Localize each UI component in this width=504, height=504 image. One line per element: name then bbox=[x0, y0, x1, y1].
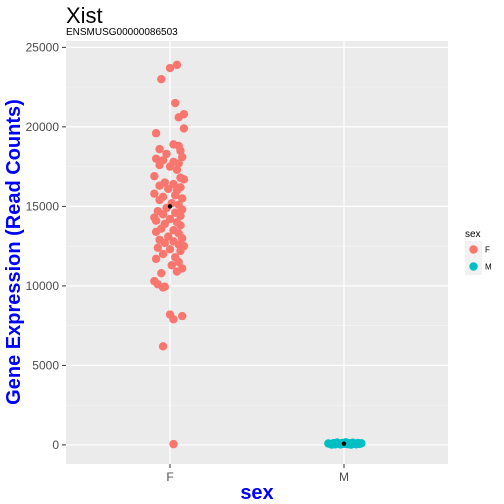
data-point bbox=[160, 238, 169, 248]
data-point bbox=[176, 211, 185, 221]
data-point bbox=[155, 144, 164, 154]
data-point bbox=[179, 175, 189, 184]
data-point bbox=[177, 311, 187, 321]
y-tick-label: 5000 bbox=[32, 358, 59, 372]
data-point bbox=[324, 439, 333, 448]
data-point bbox=[172, 267, 182, 276]
data-point bbox=[158, 342, 168, 351]
data-point bbox=[151, 216, 161, 225]
mean-markers bbox=[167, 204, 347, 446]
legend-title: sex bbox=[465, 229, 481, 240]
x-axis-title: sex bbox=[240, 482, 273, 504]
data-points bbox=[150, 60, 366, 449]
data-point bbox=[177, 233, 187, 243]
data-point bbox=[172, 165, 182, 175]
data-point bbox=[151, 227, 161, 237]
data-point bbox=[158, 210, 168, 219]
legend-swatch bbox=[469, 245, 478, 254]
data-point bbox=[165, 245, 175, 254]
data-point bbox=[357, 439, 366, 448]
legend: sex FM bbox=[465, 229, 492, 275]
mean-point bbox=[341, 441, 347, 446]
data-point bbox=[179, 124, 189, 133]
data-point bbox=[151, 254, 161, 264]
grid-lines bbox=[66, 41, 448, 464]
x-tick-label: M bbox=[339, 470, 349, 484]
data-point bbox=[157, 268, 166, 278]
data-point bbox=[155, 160, 164, 170]
data-point bbox=[158, 249, 168, 259]
legend-label: M bbox=[485, 263, 492, 272]
data-point bbox=[172, 60, 182, 70]
data-point bbox=[165, 162, 175, 171]
chart-subtitle: ENSMUSG00000086503 bbox=[66, 27, 178, 38]
y-tick-label: 20000 bbox=[26, 120, 60, 134]
data-point bbox=[153, 243, 163, 252]
y-tick-label: 10000 bbox=[26, 279, 60, 293]
data-point bbox=[174, 159, 183, 168]
y-axis-title: Gene Expression (Read Counts) bbox=[3, 99, 25, 405]
data-point bbox=[160, 282, 169, 291]
data-point bbox=[176, 221, 185, 230]
mean-point bbox=[167, 204, 173, 209]
legend-swatch bbox=[469, 262, 478, 271]
data-point bbox=[169, 315, 178, 324]
data-point bbox=[171, 98, 180, 108]
data-point bbox=[155, 181, 164, 190]
legend-label: F bbox=[485, 246, 490, 255]
data-point bbox=[176, 246, 185, 256]
y-axis: 0 5000 10000 15000 20000 25000 bbox=[26, 40, 66, 452]
plot-panel bbox=[66, 41, 448, 464]
data-point bbox=[167, 261, 176, 270]
y-tick-label: 15000 bbox=[26, 199, 60, 213]
data-point bbox=[150, 189, 159, 198]
data-point bbox=[164, 184, 173, 194]
y-tick-label: 0 bbox=[52, 438, 59, 452]
data-point bbox=[174, 113, 183, 122]
data-point bbox=[169, 439, 178, 449]
x-tick-label: F bbox=[166, 470, 173, 484]
chart-title: Xist bbox=[66, 3, 103, 28]
data-point bbox=[177, 194, 187, 203]
data-point bbox=[150, 171, 159, 181]
data-point bbox=[157, 74, 166, 84]
data-point bbox=[174, 257, 183, 267]
data-point bbox=[171, 191, 180, 200]
data-point bbox=[176, 146, 185, 155]
y-tick-label: 25000 bbox=[26, 40, 60, 54]
data-point bbox=[151, 154, 161, 163]
data-point bbox=[165, 63, 175, 73]
data-point bbox=[162, 149, 171, 159]
data-point bbox=[177, 205, 187, 214]
data-point bbox=[155, 195, 164, 205]
data-point bbox=[177, 152, 187, 162]
data-point bbox=[151, 129, 161, 138]
